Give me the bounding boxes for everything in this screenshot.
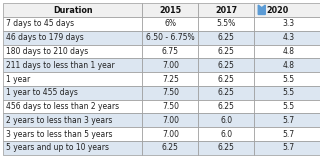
Text: 4.8: 4.8 xyxy=(283,47,295,56)
Bar xyxy=(254,127,320,141)
Bar xyxy=(254,3,320,17)
Text: 6.0: 6.0 xyxy=(220,116,232,125)
Bar xyxy=(254,58,320,72)
Bar xyxy=(254,45,320,58)
Bar xyxy=(198,141,254,155)
Bar xyxy=(198,100,254,113)
Text: 6.50 - 6.75%: 6.50 - 6.75% xyxy=(146,33,195,42)
Text: 2015: 2015 xyxy=(159,6,181,15)
Bar xyxy=(142,100,198,113)
Text: 5.7: 5.7 xyxy=(283,130,295,139)
Text: 2 years to less than 3 years: 2 years to less than 3 years xyxy=(6,116,112,125)
Text: 7.00: 7.00 xyxy=(162,61,179,70)
Text: 5.7: 5.7 xyxy=(283,143,295,152)
Bar xyxy=(3,86,142,100)
Bar xyxy=(198,17,254,31)
Polygon shape xyxy=(258,5,265,15)
Text: 6.25: 6.25 xyxy=(218,143,235,152)
Text: 4.3: 4.3 xyxy=(283,33,295,42)
Bar xyxy=(254,141,320,155)
Bar xyxy=(142,141,198,155)
Text: 5.5: 5.5 xyxy=(283,88,295,97)
Bar xyxy=(254,86,320,100)
Bar xyxy=(142,113,198,127)
Bar xyxy=(198,72,254,86)
Text: 6.25: 6.25 xyxy=(218,75,235,83)
Text: 7.25: 7.25 xyxy=(162,75,179,83)
Bar xyxy=(198,58,254,72)
Text: 6.25: 6.25 xyxy=(162,143,179,152)
Bar xyxy=(142,45,198,58)
Text: 5.5: 5.5 xyxy=(283,102,295,111)
Bar xyxy=(3,127,142,141)
Bar xyxy=(142,31,198,45)
Text: 5.5: 5.5 xyxy=(283,75,295,83)
Text: 5 years and up to 10 years: 5 years and up to 10 years xyxy=(6,143,109,152)
Bar xyxy=(142,127,198,141)
Bar xyxy=(198,86,254,100)
Text: 5.7: 5.7 xyxy=(283,116,295,125)
Bar xyxy=(3,100,142,113)
Bar xyxy=(254,31,320,45)
Text: 7.00: 7.00 xyxy=(162,116,179,125)
Bar xyxy=(3,58,142,72)
Bar xyxy=(254,72,320,86)
Bar xyxy=(3,45,142,58)
Bar xyxy=(142,72,198,86)
Text: 6%: 6% xyxy=(164,19,176,28)
Text: 6.75: 6.75 xyxy=(162,47,179,56)
Bar xyxy=(254,113,320,127)
Text: Duration: Duration xyxy=(53,6,92,15)
Bar xyxy=(198,3,254,17)
Text: 1 year: 1 year xyxy=(6,75,30,83)
Bar xyxy=(254,100,320,113)
Text: 6.25: 6.25 xyxy=(218,102,235,111)
Text: 211 days to less than 1 year: 211 days to less than 1 year xyxy=(6,61,115,70)
Text: 3.3: 3.3 xyxy=(283,19,295,28)
Bar xyxy=(198,113,254,127)
Bar xyxy=(198,45,254,58)
Bar xyxy=(254,17,320,31)
Text: 2020: 2020 xyxy=(267,6,289,15)
Text: 6.25: 6.25 xyxy=(218,61,235,70)
Text: 7.50: 7.50 xyxy=(162,102,179,111)
Bar xyxy=(3,17,142,31)
Bar xyxy=(3,72,142,86)
Text: 46 days to 179 days: 46 days to 179 days xyxy=(6,33,84,42)
Bar xyxy=(3,3,142,17)
Bar xyxy=(142,58,198,72)
Text: 5.5%: 5.5% xyxy=(217,19,236,28)
Text: 6.25: 6.25 xyxy=(218,47,235,56)
Text: 7 days to 45 days: 7 days to 45 days xyxy=(6,19,74,28)
Text: 7.00: 7.00 xyxy=(162,130,179,139)
Bar xyxy=(142,3,198,17)
Text: 4.8: 4.8 xyxy=(283,61,295,70)
Bar xyxy=(3,31,142,45)
Text: 7.50: 7.50 xyxy=(162,88,179,97)
Bar xyxy=(142,17,198,31)
Text: 456 days to less than 2 years: 456 days to less than 2 years xyxy=(6,102,119,111)
Bar xyxy=(3,141,142,155)
Text: 180 days to 210 days: 180 days to 210 days xyxy=(6,47,88,56)
Text: 6.25: 6.25 xyxy=(218,33,235,42)
Bar xyxy=(198,31,254,45)
Bar xyxy=(3,113,142,127)
Bar xyxy=(142,86,198,100)
Text: 3 years to less than 5 years: 3 years to less than 5 years xyxy=(6,130,112,139)
Text: 6.0: 6.0 xyxy=(220,130,232,139)
Text: 1 year to 455 days: 1 year to 455 days xyxy=(6,88,78,97)
Bar xyxy=(198,127,254,141)
Text: 2017: 2017 xyxy=(215,6,237,15)
Text: 6.25: 6.25 xyxy=(218,88,235,97)
